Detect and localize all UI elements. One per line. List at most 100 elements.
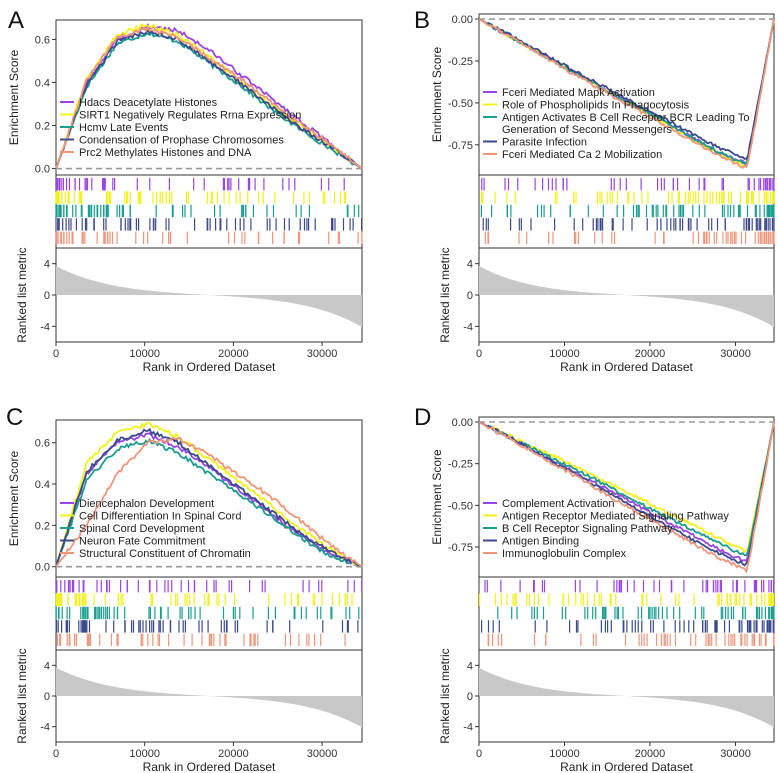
- panel-d: D 0.00 -0.25 -0.50 -0.75 Enrichment Score Comp…: [414, 404, 775, 773]
- rank-tick-label: -4: [40, 321, 50, 333]
- x-tick-label: 20000: [635, 748, 666, 760]
- rank-tick-label: 4: [44, 259, 50, 271]
- y-tick-label: 0.2: [35, 520, 50, 532]
- x-tick-label: 20000: [635, 348, 666, 360]
- x-tick-label: 0: [53, 748, 59, 760]
- es-curve: [55, 436, 363, 568]
- x-tick-label: 10000: [129, 348, 160, 360]
- legend-label: Condensation of Prophase Chromosomes: [79, 135, 284, 147]
- x-tick-label: 30000: [307, 348, 338, 360]
- ranked-axis-label: Ranked list metric: [15, 247, 29, 342]
- es-curve: [55, 25, 363, 170]
- ranked-metric-area: [56, 667, 362, 728]
- legend-entry: Antigen Binding: [483, 536, 579, 548]
- y-tick-label: -0.25: [448, 459, 473, 471]
- y-tick-label: -0.50: [448, 98, 473, 110]
- legend-label: Immunoglobulin Complex: [502, 548, 627, 560]
- legend-label: Diencephalon Development: [79, 498, 214, 510]
- legend-entry: Immunoglobulin Complex: [483, 548, 627, 560]
- rank-tick-label: 0: [44, 290, 50, 302]
- x-tick-label: 20000: [218, 348, 249, 360]
- legend-label: Structural Constituent of Chromatin: [79, 548, 251, 560]
- x-tick-label: 20000: [218, 748, 249, 760]
- rank-tick-label: 0: [44, 691, 50, 703]
- rank-tick-label: 0: [467, 290, 473, 302]
- y-tick-label: -0.75: [448, 140, 473, 152]
- legend-label: Parasite Infection: [502, 137, 587, 149]
- enrichment-axis-label: Enrichment Score: [430, 449, 444, 545]
- x-tick-label: 30000: [720, 348, 751, 360]
- legend-entry: Antigen Receptor Mediated Signaling Path…: [483, 511, 729, 523]
- legend-label: Prc2 Methylates Histones and DNA: [79, 147, 252, 159]
- legend-label: Fceri Mediated Mapk Activation: [502, 87, 655, 99]
- legend-label: Cell Differentiation In Spinal Cord: [79, 511, 241, 523]
- y-tick-label: -0.50: [448, 500, 473, 512]
- es-curve: [55, 427, 363, 568]
- legend-entry: Spinal Cord Development: [60, 523, 204, 535]
- ranked-axis-label: Ranked list metric: [15, 648, 29, 743]
- legend-entry: Diencephalon Development: [60, 498, 214, 510]
- y-tick-label: 0.4: [35, 77, 50, 89]
- legend-entry: Condensation of Prophase Chromosomes: [60, 135, 284, 147]
- rank-tick-label: -4: [40, 722, 50, 734]
- y-tick-label: -0.25: [448, 56, 473, 68]
- y-tick-label: 0.00: [452, 417, 473, 429]
- y-tick-label: 0.0: [35, 562, 50, 574]
- legend-label: SIRT1 Negatively Regulates Rrna Expressi…: [79, 110, 301, 122]
- x-tick-label: 30000: [307, 748, 338, 760]
- legend-label: Antigen Activates B Cell Receptor BCR Le…: [502, 112, 749, 136]
- ranked-metric-area: [56, 266, 362, 328]
- legend-entry: Antigen Activates B Cell Receptor BCR Le…: [483, 112, 749, 136]
- legend-label: Hcmv Late Events: [79, 122, 169, 134]
- legend-line: Antigen Activates B Cell Receptor BCR Le…: [502, 112, 749, 124]
- es-curve: [55, 421, 363, 568]
- legend-entry: Hdacs Deacetylate Histones: [60, 97, 218, 109]
- rank-tick-label: -4: [463, 722, 473, 734]
- enrichment-axis-label: Enrichment Score: [430, 46, 444, 142]
- panel-frame: [478, 416, 775, 743]
- legend-entry: B Cell Receptor Signaling Pathway: [483, 523, 673, 535]
- es-curve: [55, 28, 363, 170]
- legend-label: B Cell Receptor Signaling Pathway: [502, 523, 673, 535]
- es-curve: [55, 22, 363, 170]
- legend-entry: Hcmv Late Events: [60, 122, 169, 134]
- ranked-metric-area: [479, 266, 774, 328]
- x-tick-label: 10000: [549, 348, 580, 360]
- legend-entry: Complement Activation: [483, 498, 615, 510]
- rank-axis-label: Rank in Ordered Dataset: [560, 760, 693, 773]
- legend-entry: SIRT1 Negatively Regulates Rrna Expressi…: [60, 110, 301, 122]
- legend-label: Complement Activation: [502, 498, 615, 510]
- rank-tick-label: 4: [467, 660, 473, 672]
- enrichment-axis-label: Enrichment Score: [7, 450, 21, 546]
- panel-letter: A: [8, 7, 24, 34]
- x-tick-label: 10000: [549, 748, 580, 760]
- y-tick-label: 0.00: [452, 14, 473, 26]
- ranked-metric-area: [479, 667, 774, 728]
- rank-tick-label: -4: [463, 321, 473, 333]
- legend-entry: Role of Phospholipids In Phagocytosis: [483, 100, 690, 112]
- panel-letter: C: [6, 404, 23, 431]
- x-tick-label: 0: [53, 348, 59, 360]
- y-tick-label: 0.2: [35, 120, 50, 132]
- legend-entry: Neuron Fate Commitment: [60, 536, 206, 548]
- y-tick-label: 0.6: [35, 34, 50, 46]
- legend-entry: Structural Constituent of Chromatin: [60, 548, 251, 560]
- legend-label: Neuron Fate Commitment: [79, 536, 206, 548]
- rank-axis-label: Rank in Ordered Dataset: [143, 360, 276, 374]
- panel-a: A 0.6 0.4 0.2 0.0 Enrichment Score Hdacs Deace…: [7, 7, 363, 374]
- rank-tick-label: 4: [44, 660, 50, 672]
- x-tick-label: 0: [476, 748, 482, 760]
- legend-label: Hdacs Deacetylate Histones: [79, 97, 218, 109]
- es-curve: [478, 421, 775, 574]
- legend-entry: Fceri Mediated Mapk Activation: [483, 87, 655, 99]
- legend-entry: Fceri Mediated Ca 2 Mobilization: [483, 149, 662, 161]
- ranked-axis-label: Ranked list metric: [438, 648, 452, 743]
- legend-label: Antigen Binding: [502, 536, 579, 548]
- es-curve: [478, 421, 775, 557]
- enrichment-axis-label: Enrichment Score: [7, 49, 21, 145]
- y-tick-label: 0.0: [35, 164, 50, 176]
- x-tick-label: 0: [476, 348, 482, 360]
- panel-c: C 0.6 0.4 0.2 0.0 Enrichment Score Diencephalo…: [6, 404, 363, 773]
- legend-label: Role of Phospholipids In Phagocytosis: [502, 100, 690, 112]
